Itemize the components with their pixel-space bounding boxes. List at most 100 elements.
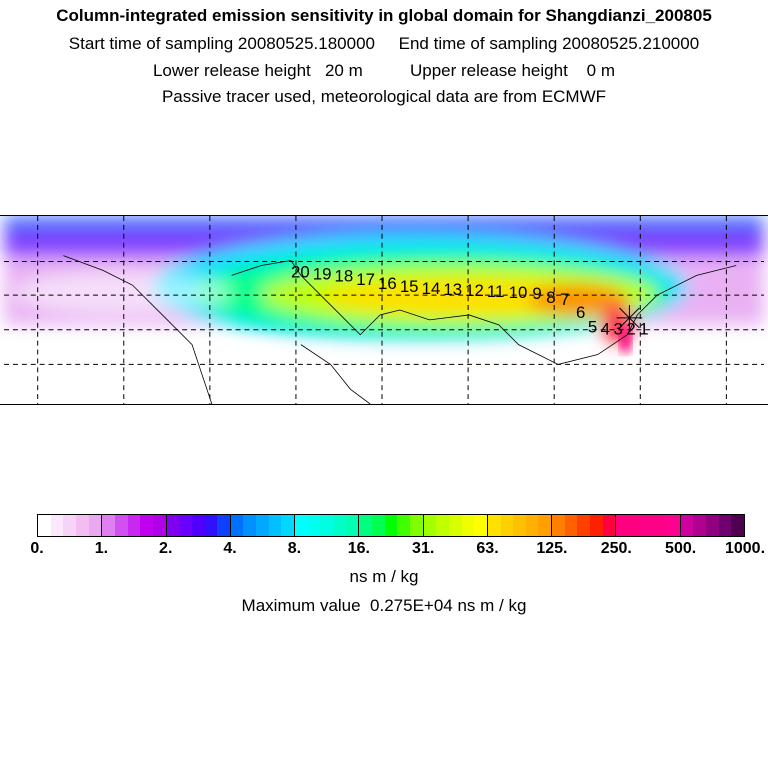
colorbar-swatch <box>461 515 475 536</box>
colorbar-swatch <box>204 515 218 536</box>
colorbar-swatch <box>63 515 76 536</box>
trajectory-label-7: 7 <box>560 290 569 309</box>
trajectory-label-5: 5 <box>588 318 597 337</box>
release-height: Lower release height 20 m Upper release … <box>152 61 616 80</box>
colorbar-tick-label: 63. <box>476 540 499 557</box>
colorbar-segment <box>166 515 231 536</box>
trajectory-label-16: 16 <box>378 274 397 293</box>
colorbar-swatch <box>616 515 630 536</box>
colorbar-swatch <box>409 515 423 536</box>
colorbar-segment <box>487 515 553 536</box>
colorbar-swatch <box>256 515 269 536</box>
colorbar-tick-label: 0. <box>30 540 44 557</box>
trajectory-label-15: 15 <box>400 277 419 296</box>
colorbar-swatch <box>50 515 64 536</box>
colorbar-swatch <box>281 515 295 536</box>
colorbar-swatch <box>127 515 141 536</box>
colorbar-swatch <box>705 515 719 536</box>
colorbar-swatch <box>191 515 205 536</box>
colorbar-swatch <box>140 515 153 536</box>
colorbar-swatch <box>629 515 642 536</box>
colorbar-swatch <box>268 515 282 536</box>
maximum-value: Maximum value 0.275E+04 ns m / kg <box>241 596 527 615</box>
colorbar-swatch <box>680 515 694 536</box>
colorbar-segment <box>102 515 167 536</box>
colorbar-swatch <box>371 515 385 536</box>
colorbar <box>37 514 745 537</box>
colorbar-swatch <box>474 515 487 536</box>
colorbar-swatch <box>384 515 398 536</box>
trajectory-label-18: 18 <box>335 266 354 285</box>
colorbar-swatch <box>88 515 102 536</box>
trajectory-label-13: 13 <box>443 280 462 299</box>
colorbar-swatch <box>590 515 603 536</box>
colorbar-swatch <box>654 515 668 536</box>
colorbar-swatch <box>166 515 180 536</box>
colorbar-unit: ns m / kg <box>349 567 419 586</box>
colorbar-swatch <box>448 515 462 536</box>
colorbar-tick-label: 125. <box>536 540 568 557</box>
colorbar-swatch <box>397 515 410 536</box>
trajectory-label-2: 2 <box>626 320 635 339</box>
colorbar-swatch <box>718 515 732 536</box>
colorbar-segment <box>616 515 681 536</box>
colorbar-segment <box>359 515 424 536</box>
trajectory-label-6: 6 <box>576 303 585 322</box>
colorbar-tick-label: 16. <box>347 540 370 557</box>
colorbar-tick-label: 2. <box>159 540 173 557</box>
colorbar-segment <box>38 515 103 536</box>
colorbar-swatch <box>179 515 192 536</box>
trajectory-label-10: 10 <box>509 283 528 302</box>
colorbar-swatch <box>577 515 591 536</box>
trajectory-label-9: 9 <box>532 284 541 303</box>
colorbar-segment <box>680 515 744 536</box>
sensitivity-field <box>4 216 764 404</box>
colorbar-swatch <box>307 515 321 536</box>
colorbar-swatch <box>513 515 526 536</box>
colorbar-segment <box>295 515 360 536</box>
data-source-note: Passive tracer used, meteorological data… <box>161 87 607 106</box>
sampling-time: Start time of sampling 20080525.180000 E… <box>68 34 700 53</box>
colorbar-tick-label: 500. <box>665 540 697 557</box>
colorbar-swatch <box>114 515 128 536</box>
colorbar-segment <box>552 515 617 536</box>
colorbar-swatch <box>731 515 744 536</box>
colorbar-swatch <box>552 515 565 536</box>
plot-title: Column-integrated emission sensitivity i… <box>56 6 712 25</box>
colorbar-swatch <box>333 515 346 536</box>
colorbar-tick-label: 8. <box>287 540 302 557</box>
colorbar-swatch <box>243 515 257 536</box>
colorbar-swatch <box>345 515 359 536</box>
trajectory-label-12: 12 <box>465 281 484 300</box>
colorbar-tick-label: 250. <box>600 540 632 557</box>
colorbar-segment <box>230 515 296 536</box>
colorbar-swatch <box>487 515 501 536</box>
trajectory-label-17: 17 <box>356 270 375 289</box>
colorbar-swatch <box>295 515 308 536</box>
colorbar-swatch <box>320 515 334 536</box>
colorbar-swatch <box>152 515 166 536</box>
trajectory-label-11: 11 <box>487 282 504 301</box>
trajectory-label-14: 14 <box>422 279 441 298</box>
colorbar-swatch <box>423 515 437 536</box>
colorbar-segment <box>423 515 488 536</box>
trajectory-labels: 1 2 3 4 5 6 7 8 9 10 11 12 13 14 15 16 1… <box>291 262 649 338</box>
colorbar-swatch <box>641 515 655 536</box>
trajectory-label-20: 20 <box>291 262 310 281</box>
colorbar-swatch <box>500 515 514 536</box>
trajectory-label-19: 19 <box>313 264 332 283</box>
emission-sensitivity-map: 1 2 3 4 5 6 7 8 9 10 11 12 13 14 15 16 1… <box>0 215 768 405</box>
colorbar-swatch <box>436 515 449 536</box>
colorbar-swatch <box>538 515 552 536</box>
colorbar-swatch <box>38 515 51 536</box>
colorbar-tick-label: 31. <box>412 540 435 557</box>
colorbar-swatch <box>230 515 244 536</box>
graticule <box>4 216 764 404</box>
colorbar-swatch <box>102 515 115 536</box>
colorbar-tick-label: 1. <box>94 540 109 557</box>
colorbar-swatch <box>564 515 578 536</box>
trajectory-label-4: 4 <box>601 320 610 339</box>
receptor-marker-icon <box>616 305 643 331</box>
colorbar-swatch <box>359 515 372 536</box>
colorbar-swatch <box>525 515 539 536</box>
